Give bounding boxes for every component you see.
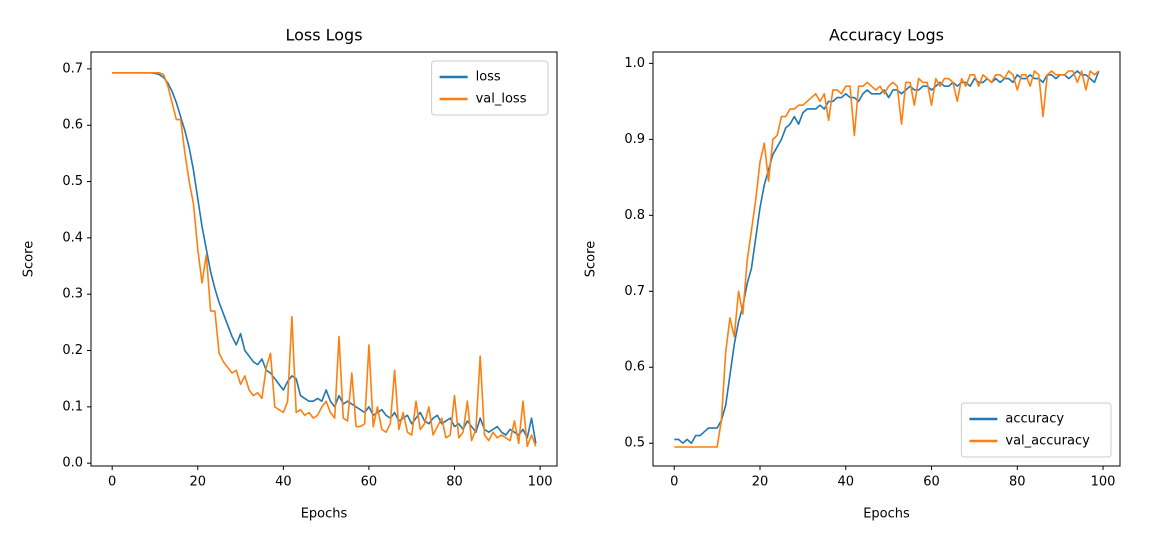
x-tick-label: 40 [275,475,292,490]
x-tick-label: 0 [670,475,678,490]
y-tick-label: 0.0 [62,456,83,471]
x-tick-label: 60 [361,475,378,490]
y-tick-label: 0.7 [62,61,83,76]
x-tick-label: 20 [752,475,769,490]
x-tick-label: 20 [189,475,206,490]
y-axis-label: Score [584,241,599,277]
y-tick-label: 0.4 [62,230,83,245]
legend-label: accuracy [1005,412,1064,427]
data-line [112,72,537,444]
chart-title: Loss Logs [285,26,362,45]
y-tick-label: 0.7 [624,284,645,299]
y-tick-label: 0.3 [62,287,83,302]
y-tick-label: 1.0 [624,56,645,71]
y-tick-label: 0.9 [624,132,645,147]
legend-box [431,60,549,116]
chart-title: Accuracy Logs [829,26,944,45]
plot-frame [652,51,1121,467]
y-tick-label: 0.6 [62,118,83,133]
y-axis-label: Score [22,241,37,277]
x-tick-label: 60 [923,475,940,490]
x-tick-label: 80 [446,475,463,490]
x-tick-label: 80 [1009,475,1026,490]
y-tick-label: 0.2 [62,343,83,358]
x-axis-label: Epochs [863,507,910,522]
legend-box [960,402,1112,458]
y-tick-label: 0.5 [624,436,645,451]
y-tick-label: 0.1 [62,399,83,414]
y-tick-label: 0.6 [624,360,645,375]
plot-frame [90,51,558,467]
x-tick-label: 40 [837,475,854,490]
x-tick-label: 0 [108,475,116,490]
y-tick-label: 0.5 [62,174,83,189]
data-line [674,70,1100,448]
x-axis-label: Epochs [301,507,348,522]
legend: accuracy val_accuracy [960,402,1112,458]
y-tick-label: 0.8 [624,208,645,223]
data-line [674,70,1100,445]
legend-label: val_loss [476,92,527,107]
x-tick-label: 100 [1091,475,1116,490]
data-line [112,72,537,448]
legend-label: val_accuracy [1005,434,1090,449]
legend: loss val_loss [431,60,549,116]
x-tick-label: 100 [528,475,553,490]
legend-label: loss [476,70,501,85]
